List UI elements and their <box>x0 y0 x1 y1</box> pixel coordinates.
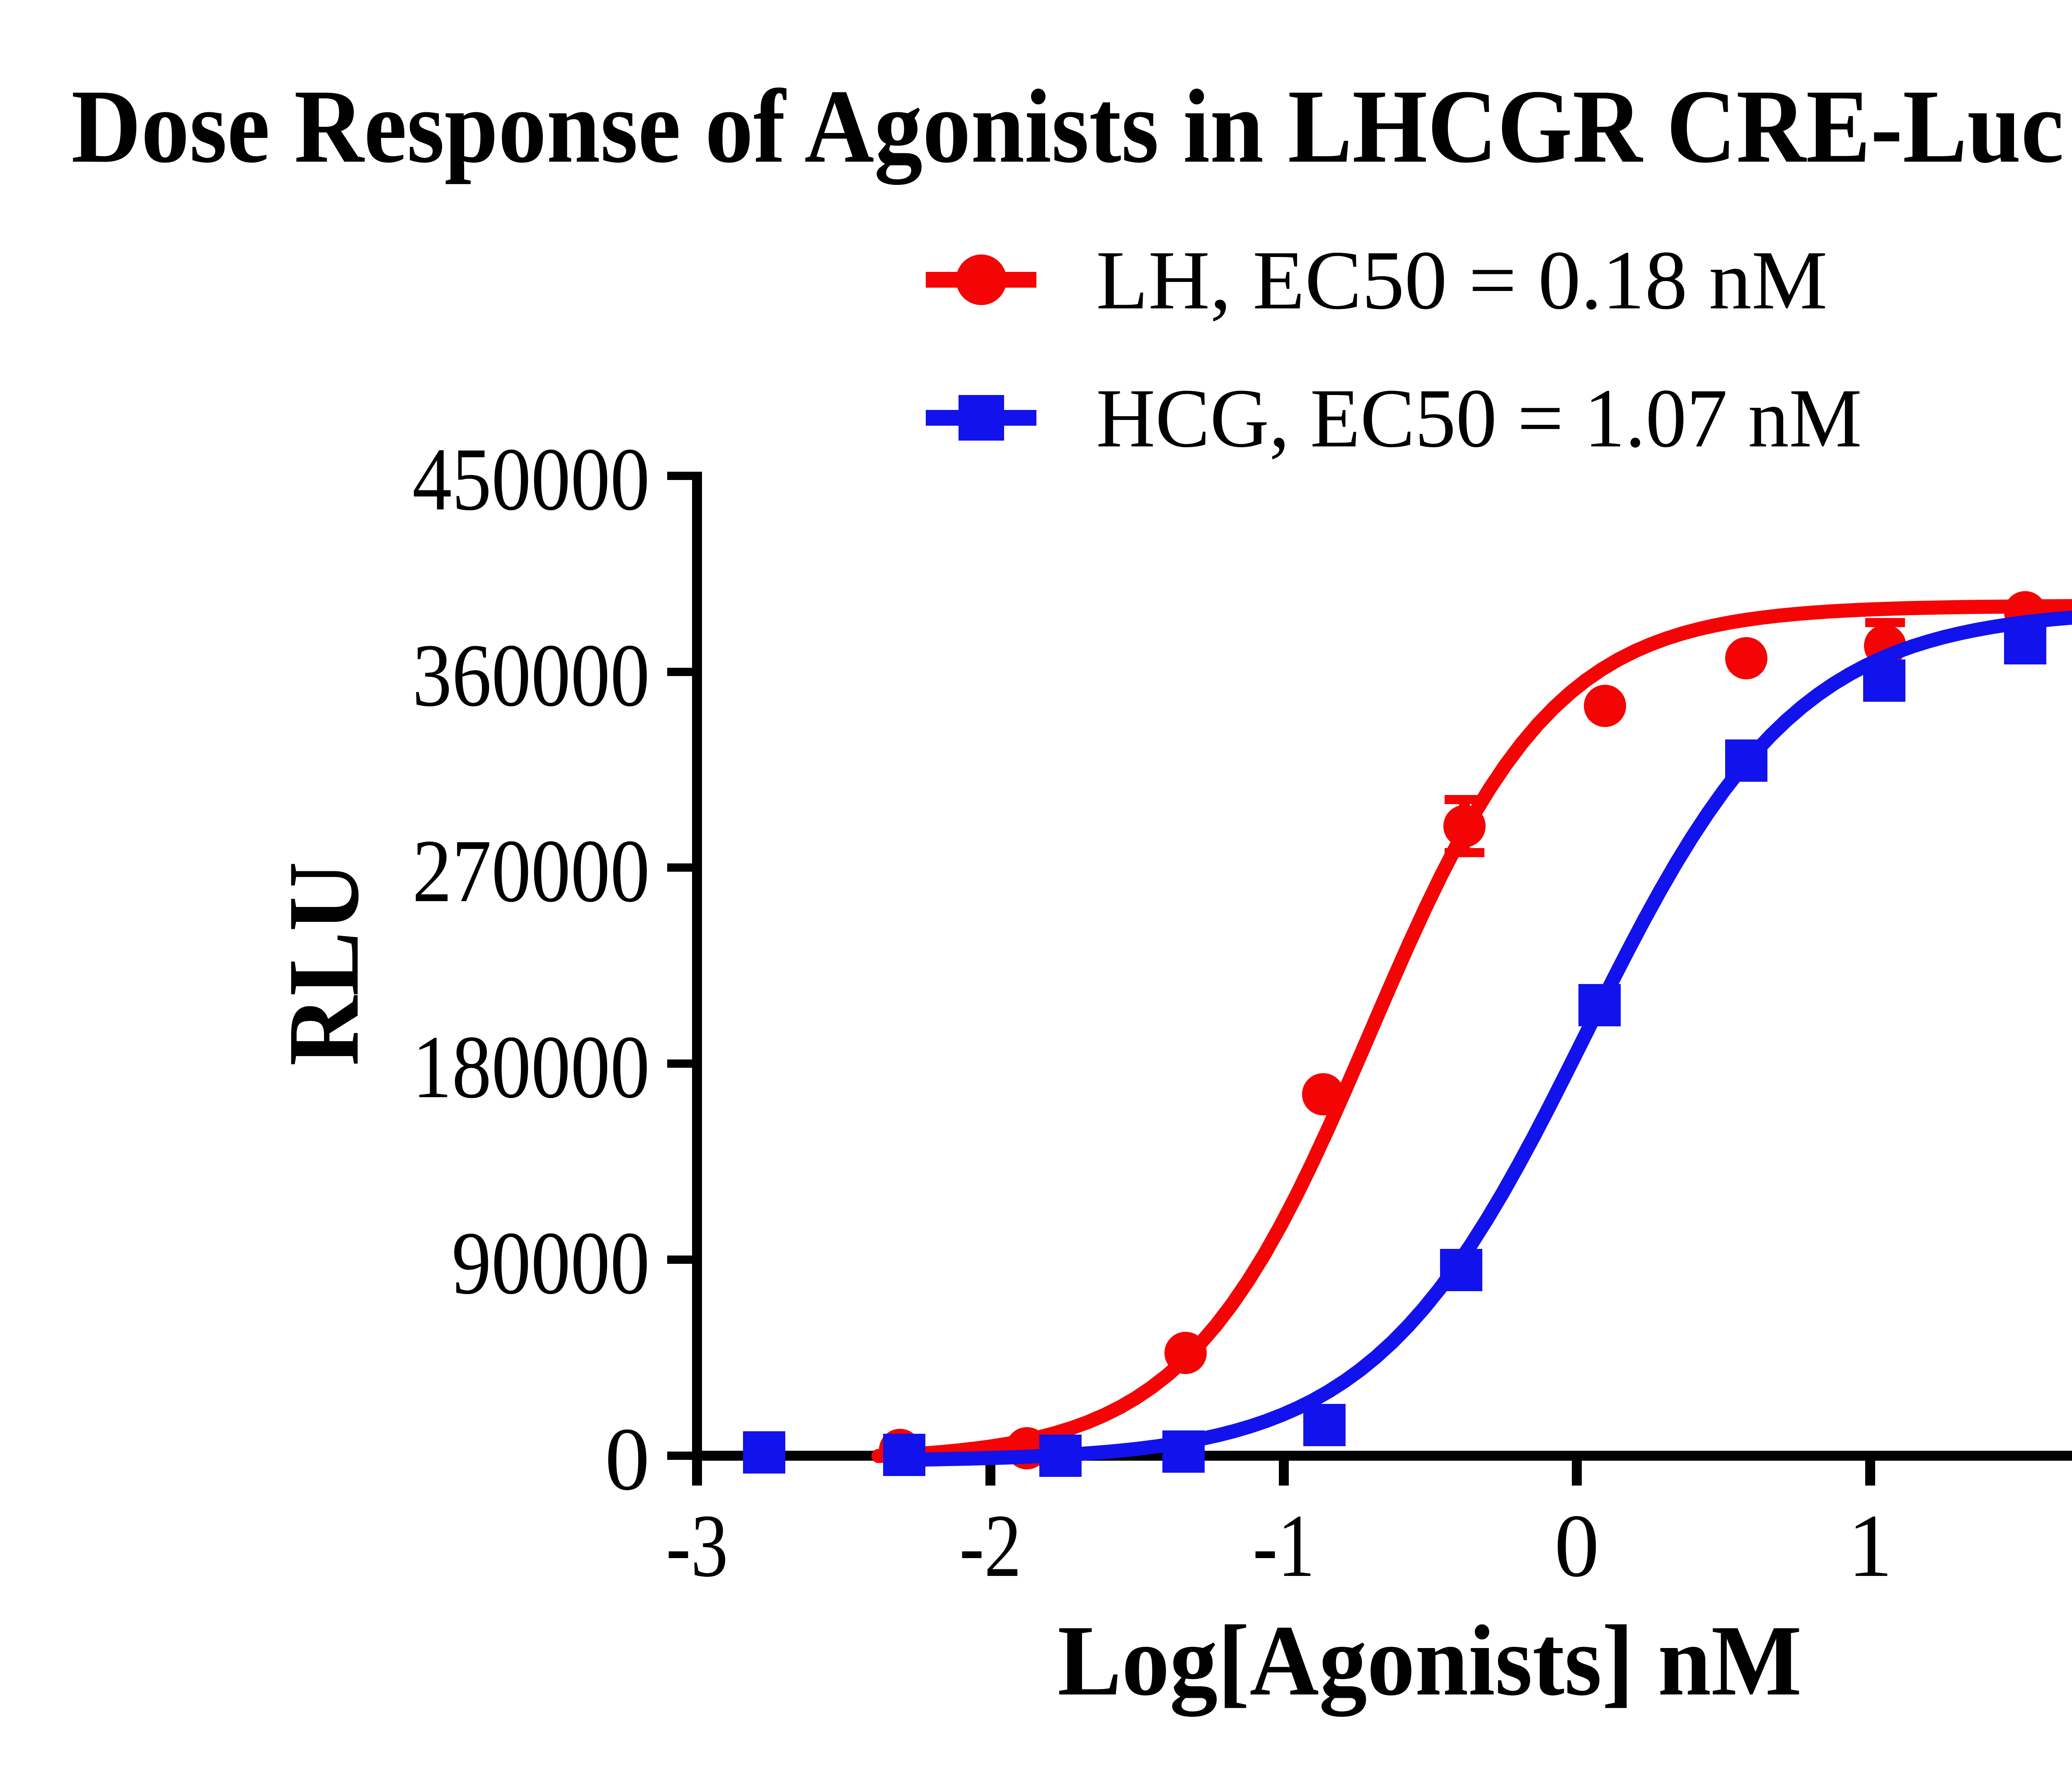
svg-text:LH, EC50 = 0.18 nM: LH, EC50 = 0.18 nM <box>1096 233 1828 327</box>
svg-text:360000: 360000 <box>412 625 650 725</box>
svg-text:Log[Agonists] nM: Log[Agonists] nM <box>1058 1605 1802 1717</box>
svg-text:Dose Response of Agonists in L: Dose Response of Agonists in LHCGR CRE-L… <box>71 68 2072 185</box>
svg-text:270000: 270000 <box>412 821 650 921</box>
svg-text:0: 0 <box>1554 1496 1600 1595</box>
svg-text:-2: -2 <box>959 1496 1021 1595</box>
svg-text:450000: 450000 <box>412 429 650 529</box>
svg-text:-3: -3 <box>666 1496 728 1595</box>
svg-text:RLU: RLU <box>267 862 380 1066</box>
svg-text:1: 1 <box>1848 1496 1893 1595</box>
svg-text:90000: 90000 <box>452 1213 650 1313</box>
svg-text:HCG, EC50 = 1.07 nM: HCG, EC50 = 1.07 nM <box>1096 371 1862 465</box>
svg-text:180000: 180000 <box>412 1017 650 1117</box>
svg-text:-1: -1 <box>1253 1496 1315 1595</box>
svg-text:0: 0 <box>605 1409 650 1509</box>
